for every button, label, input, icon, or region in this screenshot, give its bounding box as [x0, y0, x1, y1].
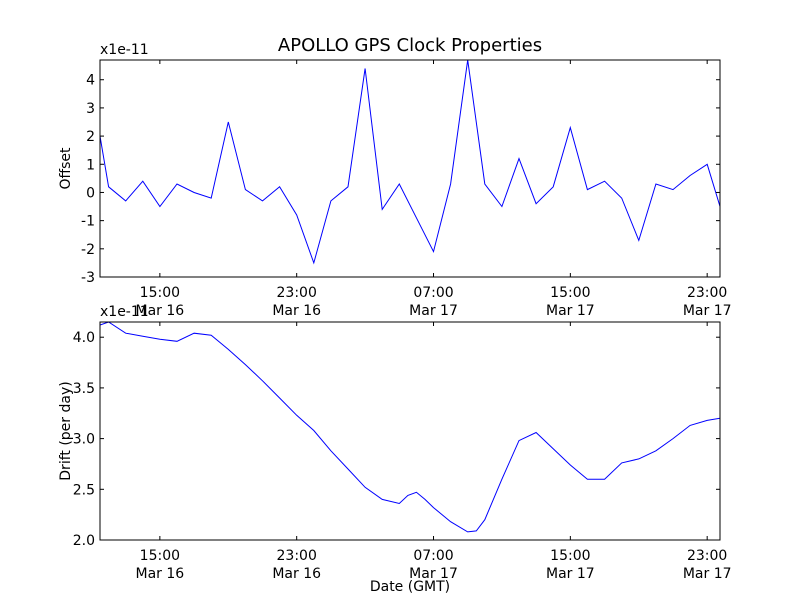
x-tick-label: 15:00	[550, 285, 590, 301]
x-tick-label: 15:00	[140, 285, 180, 301]
chart-title: APOLLO GPS Clock Properties	[278, 35, 542, 56]
drift-subplot: 2.0 2.5 3.0 3.5 4.0 15:00 Mar 16 23:00 Mar 16 07:…	[58, 304, 732, 595]
y-axis-label: Offset	[58, 147, 74, 190]
x-axis-label: Date (GMT)	[370, 579, 450, 595]
x-tick-label: Mar 16	[272, 303, 321, 319]
x-tick-label: Mar 17	[409, 566, 458, 582]
x-tick-label: 15:00	[140, 548, 180, 564]
offset-subplot: -3 -2 -1 0 1 2 3 4 15:00 Mar 16 23:00 Mar 16 07:00 Ma…	[58, 42, 732, 319]
x-tick-label: 07:00	[413, 285, 453, 301]
axes-frame	[99, 59, 721, 278]
x-tick-label: Mar 17	[546, 566, 595, 582]
y-tick-label: -1	[81, 214, 95, 230]
x-tick-label: Mar 17	[546, 303, 595, 319]
y-tick-label: 4.0	[73, 330, 95, 346]
y-axis-label: Drift (per day)	[58, 381, 74, 480]
drift-series-line	[100, 322, 720, 533]
y-multiplier-label: x1e-11	[100, 42, 149, 58]
x-tick-label: Mar 17	[683, 303, 732, 319]
x-tick-label: Mar 16	[272, 566, 321, 582]
x-tick-label: 23:00	[687, 285, 727, 301]
y-tick-label: -3	[81, 270, 95, 286]
y-tick-label: 4	[86, 73, 95, 89]
y-tick-label: 2	[86, 129, 95, 145]
x-tick-label: Mar 16	[136, 566, 185, 582]
x-tick-label: 07:00	[413, 548, 453, 564]
y-tick-label: 3	[86, 101, 95, 117]
y-tick-label: 1	[86, 157, 95, 173]
x-tick-label: Mar 17	[409, 303, 458, 319]
x-tick-label: 23:00	[687, 548, 727, 564]
y-tick-label: -2	[81, 242, 95, 258]
y-tick-label: 3.5	[73, 381, 95, 397]
axes-frame	[99, 321, 721, 541]
y-multiplier-label: x1e-11	[100, 304, 149, 320]
y-tick-label: 0	[86, 185, 95, 201]
x-tick-label: Mar 16	[136, 303, 185, 319]
x-tick-label: Mar 17	[683, 566, 732, 582]
y-tick-label: 2.0	[73, 533, 95, 549]
x-tick-label: 23:00	[277, 285, 317, 301]
y-tick-label: 2.5	[73, 482, 95, 498]
x-tick-label: 23:00	[277, 548, 317, 564]
x-tick-label: 15:00	[550, 548, 590, 564]
y-tick-label: 3.0	[73, 432, 95, 448]
offset-series-line	[100, 60, 720, 265]
